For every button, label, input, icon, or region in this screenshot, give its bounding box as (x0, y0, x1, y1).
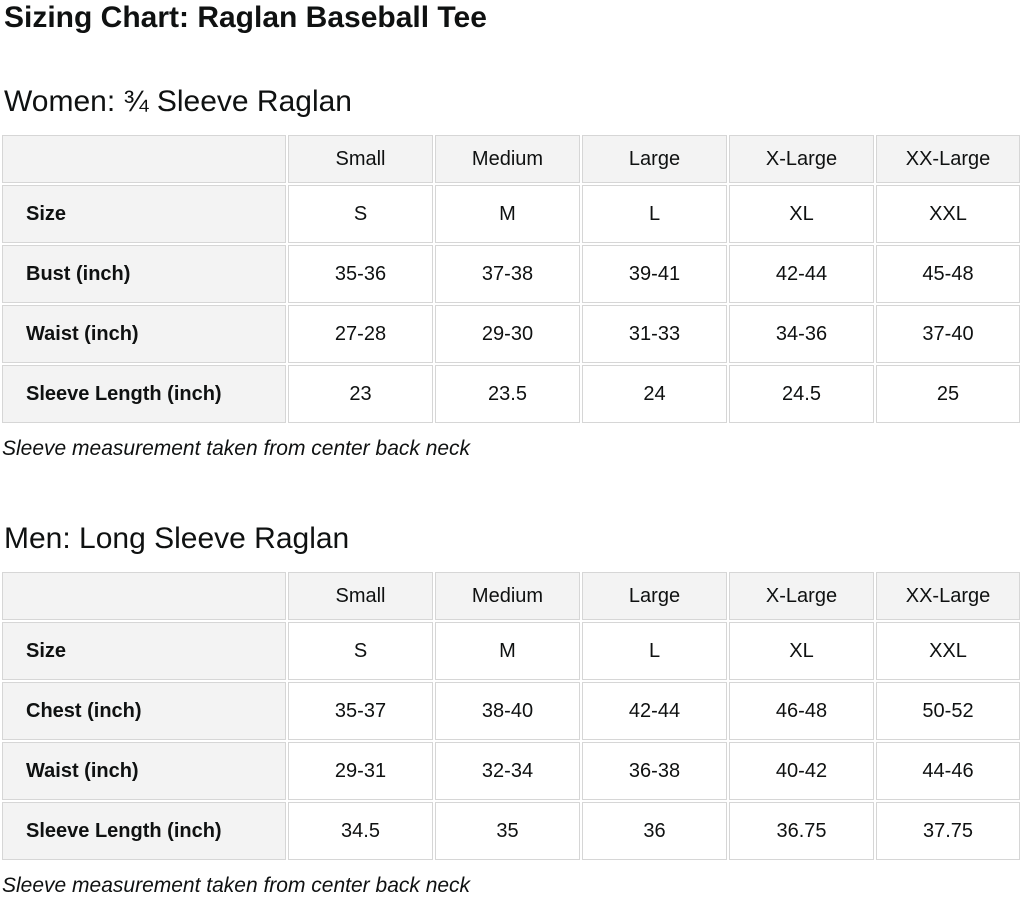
men-row-label-chest: Chest (inch) (2, 682, 286, 740)
men-row-size: Size S M L XL XXL (2, 622, 1020, 680)
women-row-label-waist: Waist (inch) (2, 305, 286, 363)
women-row-bust: Bust (inch) 35-36 37-38 39-41 42-44 45-4… (2, 245, 1020, 303)
men-section-heading: Men: Long Sleeve Raglan (4, 522, 350, 555)
men-waist-xxlarge: 44-46 (876, 742, 1020, 800)
men-chest-medium: 38-40 (435, 682, 580, 740)
men-waist-small: 29-31 (288, 742, 433, 800)
women-row-label-sleeve: Sleeve Length (inch) (2, 365, 286, 423)
women-sleeve-large: 24 (582, 365, 727, 423)
women-size-chart-table: Small Medium Large X-Large XX-Large Size… (0, 133, 1022, 425)
men-chest-xxlarge: 50-52 (876, 682, 1020, 740)
men-sleeve-medium: 35 (435, 802, 580, 860)
women-bust-xxlarge: 45-48 (876, 245, 1020, 303)
women-bust-medium: 37-38 (435, 245, 580, 303)
men-size-xlarge: XL (729, 622, 874, 680)
men-sleeve-large: 36 (582, 802, 727, 860)
men-sleeve-xlarge: 36.75 (729, 802, 874, 860)
women-sleeve-medium: 23.5 (435, 365, 580, 423)
men-row-sleeve: Sleeve Length (inch) 34.5 35 36 36.75 37… (2, 802, 1020, 860)
men-header-xxlarge: XX-Large (876, 572, 1020, 620)
men-header-row: Small Medium Large X-Large XX-Large (2, 572, 1020, 620)
men-row-chest: Chest (inch) 35-37 38-40 42-44 46-48 50-… (2, 682, 1020, 740)
women-section-heading: Women: ¾ Sleeve Raglan (4, 85, 352, 118)
men-chest-xlarge: 46-48 (729, 682, 874, 740)
women-sleeve-small: 23 (288, 365, 433, 423)
men-size-medium: M (435, 622, 580, 680)
section-women: Women: ¾ Sleeve Raglan Small Medium Larg… (0, 84, 1024, 461)
women-header-large: Large (582, 135, 727, 183)
men-row-label-size: Size (2, 622, 286, 680)
page-title: Sizing Chart: Raglan Baseball Tee (4, 1, 487, 34)
women-header-row: Small Medium Large X-Large XX-Large (2, 135, 1020, 183)
women-waist-xlarge: 34-36 (729, 305, 874, 363)
women-sleeve-xlarge: 24.5 (729, 365, 874, 423)
men-chest-large: 42-44 (582, 682, 727, 740)
section-men: Men: Long Sleeve Raglan Small Medium Lar… (0, 521, 1024, 898)
men-size-large: L (582, 622, 727, 680)
men-header-small: Small (288, 572, 433, 620)
women-size-small: S (288, 185, 433, 243)
women-row-size: Size S M L XL XXL (2, 185, 1020, 243)
women-sleeve-xxlarge: 25 (876, 365, 1020, 423)
men-waist-large: 36-38 (582, 742, 727, 800)
men-sleeve-small: 34.5 (288, 802, 433, 860)
men-sleeve-measurement-note: Sleeve measurement taken from center bac… (2, 874, 471, 897)
women-row-label-size: Size (2, 185, 286, 243)
women-waist-large: 31-33 (582, 305, 727, 363)
women-row-waist: Waist (inch) 27-28 29-30 31-33 34-36 37-… (2, 305, 1020, 363)
men-header-medium: Medium (435, 572, 580, 620)
men-header-empty-cell (2, 572, 286, 620)
women-sleeve-measurement-note: Sleeve measurement taken from center bac… (2, 437, 471, 460)
women-waist-medium: 29-30 (435, 305, 580, 363)
men-size-xxlarge: XXL (876, 622, 1020, 680)
women-row-sleeve: Sleeve Length (inch) 23 23.5 24 24.5 25 (2, 365, 1020, 423)
women-row-label-bust: Bust (inch) (2, 245, 286, 303)
women-bust-large: 39-41 (582, 245, 727, 303)
women-header-small: Small (288, 135, 433, 183)
men-header-xlarge: X-Large (729, 572, 874, 620)
men-chest-small: 35-37 (288, 682, 433, 740)
men-header-large: Large (582, 572, 727, 620)
women-waist-xxlarge: 37-40 (876, 305, 1020, 363)
women-header-xlarge: X-Large (729, 135, 874, 183)
women-size-xlarge: XL (729, 185, 874, 243)
women-header-empty-cell (2, 135, 286, 183)
men-row-label-waist: Waist (inch) (2, 742, 286, 800)
women-header-xxlarge: XX-Large (876, 135, 1020, 183)
women-waist-small: 27-28 (288, 305, 433, 363)
men-row-waist: Waist (inch) 29-31 32-34 36-38 40-42 44-… (2, 742, 1020, 800)
men-row-label-sleeve: Sleeve Length (inch) (2, 802, 286, 860)
women-header-medium: Medium (435, 135, 580, 183)
women-bust-small: 35-36 (288, 245, 433, 303)
men-waist-xlarge: 40-42 (729, 742, 874, 800)
men-waist-medium: 32-34 (435, 742, 580, 800)
men-sleeve-xxlarge: 37.75 (876, 802, 1020, 860)
women-size-large: L (582, 185, 727, 243)
women-size-xxlarge: XXL (876, 185, 1020, 243)
women-bust-xlarge: 42-44 (729, 245, 874, 303)
women-size-medium: M (435, 185, 580, 243)
men-size-chart-table: Small Medium Large X-Large XX-Large Size… (0, 570, 1022, 862)
men-size-small: S (288, 622, 433, 680)
